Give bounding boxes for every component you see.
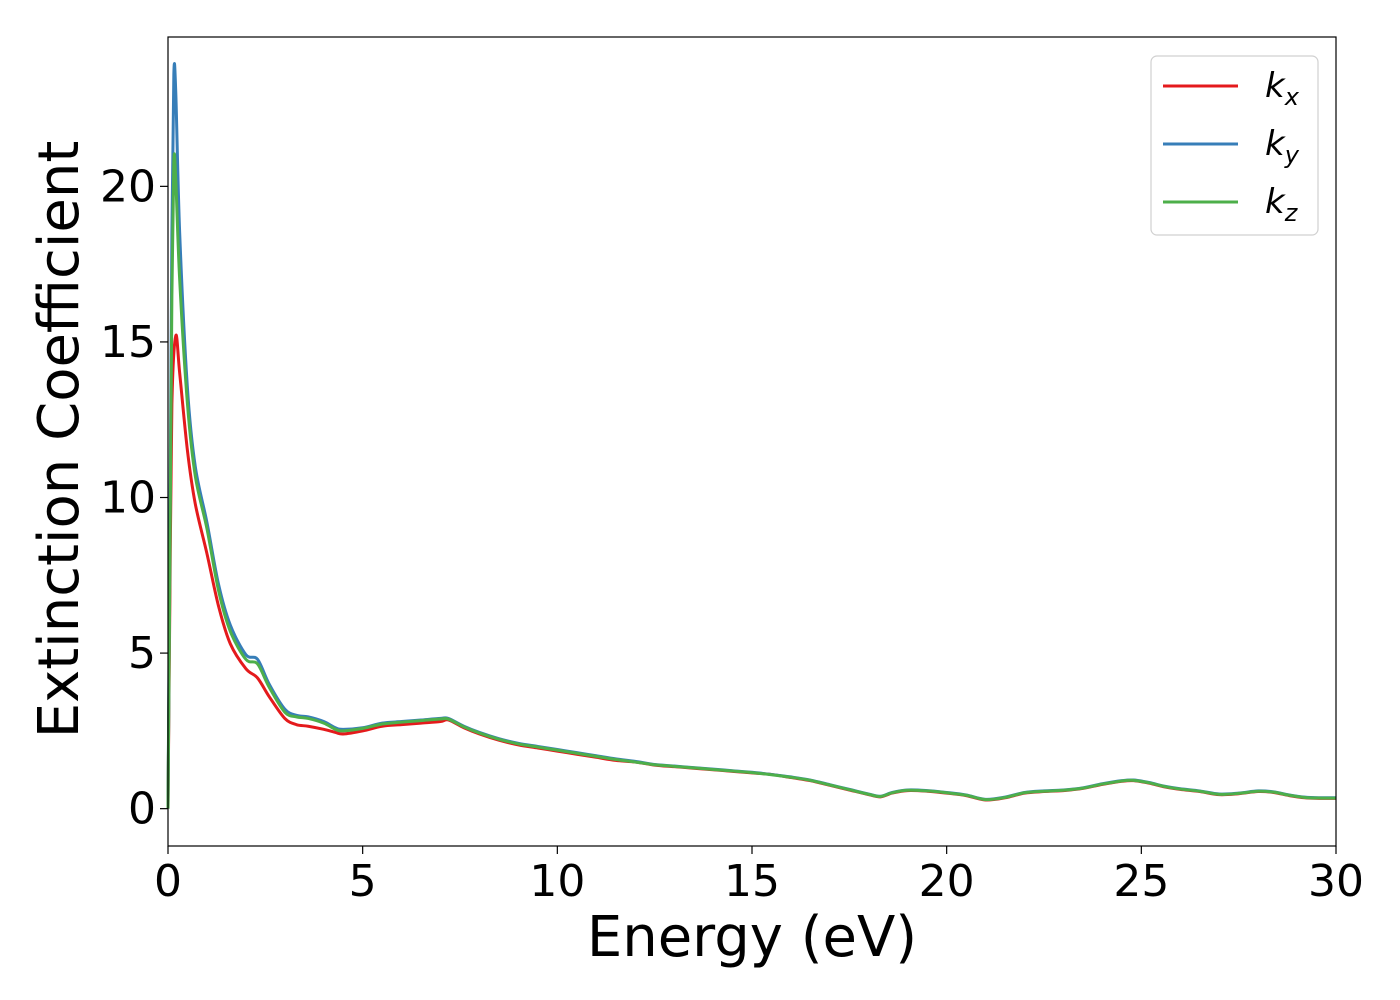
x-axis-title: Energy (eV) [587, 905, 917, 970]
series-line-kx [166, 333, 1337, 809]
x-tick-label: 25 [1113, 856, 1169, 907]
y-tick-label: 0 [128, 784, 156, 835]
x-tick-label: 30 [1308, 856, 1364, 907]
legend: kx ky kz [1150, 55, 1319, 236]
y-tick-label: 5 [128, 628, 156, 679]
y-tick-label: 15 [100, 317, 156, 368]
x-tick-label: 10 [529, 856, 585, 907]
x-axis: 0 5 10 15 20 25 30 [154, 846, 1364, 907]
legend-label-kx: kx [1265, 66, 1300, 111]
x-tick-label: 20 [919, 856, 975, 907]
x-tick-label: 0 [154, 856, 182, 907]
plot-area [166, 62, 1337, 809]
x-tick-label: 15 [724, 856, 780, 907]
y-tick-label: 20 [100, 161, 156, 212]
y-axis: 0 5 10 15 20 [100, 161, 168, 835]
legend-label-kz: kz [1265, 182, 1299, 227]
legend-label-ky: ky [1265, 124, 1300, 169]
y-axis-title: Extinction Coefficient [27, 141, 92, 739]
x-tick-label: 5 [349, 856, 377, 907]
series-line-kz [166, 152, 1337, 809]
y-tick-label: 10 [100, 473, 156, 524]
